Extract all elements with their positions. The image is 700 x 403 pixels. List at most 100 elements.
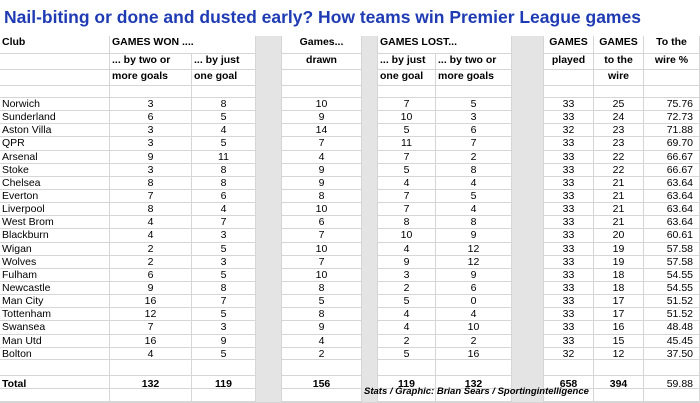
wire-percent: 37.50 bbox=[644, 347, 700, 360]
to-the-wire: 21 bbox=[594, 203, 644, 217]
won-two-goals: 16 bbox=[110, 334, 192, 348]
won-one-goal: 8 bbox=[192, 176, 256, 190]
wire-percent: 57.58 bbox=[644, 242, 700, 256]
lost-two-goals: 8 bbox=[436, 163, 512, 177]
wire-percent: 54.55 bbox=[644, 268, 700, 282]
lost-two-goals: 6 bbox=[436, 281, 512, 296]
won-two-goals: 16 bbox=[110, 295, 192, 309]
stats-table: Club GAMES WON .... Games... GAMES LOST... G… bbox=[0, 36, 700, 403]
lost-two-goals: 4 bbox=[436, 308, 512, 322]
lost-two-goals: 9 bbox=[436, 268, 512, 282]
empty-cell bbox=[544, 401, 594, 403]
total-wire-percent: 59.88 bbox=[644, 375, 700, 389]
won-two-goals: 9 bbox=[110, 150, 192, 164]
header-games-won: GAMES WON .... bbox=[110, 36, 256, 54]
wire-percent: 63.64 bbox=[644, 176, 700, 190]
to-the-wire: 22 bbox=[594, 163, 644, 177]
lost-one-goal: 3 bbox=[378, 268, 436, 282]
wire-percent: 69.70 bbox=[644, 137, 700, 151]
club-name: Swansea bbox=[0, 321, 110, 335]
to-the-wire: 23 bbox=[594, 137, 644, 151]
header-wire-pct-1: To the bbox=[644, 36, 700, 54]
header-lost-two-1: ... by two or bbox=[436, 54, 512, 70]
empty-cell bbox=[644, 70, 700, 86]
won-one-goal: 9 bbox=[192, 334, 256, 348]
wire-percent: 63.64 bbox=[644, 216, 700, 230]
played: 33 bbox=[544, 242, 594, 256]
to-the-wire: 21 bbox=[594, 189, 644, 204]
played: 33 bbox=[544, 176, 594, 190]
lost-two-goals: 12 bbox=[436, 242, 512, 256]
header-won-two-2: more goals bbox=[110, 70, 192, 86]
drawn: 5 bbox=[282, 295, 362, 309]
drawn: 14 bbox=[282, 124, 362, 138]
club-name: Tottenham bbox=[0, 308, 110, 322]
drawn: 8 bbox=[282, 308, 362, 322]
played: 32 bbox=[544, 347, 594, 360]
lost-one-goal: 7 bbox=[378, 98, 436, 112]
won-one-goal: 11 bbox=[192, 150, 256, 164]
header-played-2: played bbox=[544, 54, 594, 70]
credit-line: Stats / Graphic: Brian Sears / Sportingi… bbox=[364, 386, 589, 397]
header-played-1: GAMES bbox=[544, 36, 594, 54]
drawn: 7 bbox=[282, 229, 362, 243]
wire-percent: 66.67 bbox=[644, 150, 700, 164]
won-two-goals: 7 bbox=[110, 321, 192, 335]
drawn: 9 bbox=[282, 321, 362, 335]
won-two-goals: 3 bbox=[110, 163, 192, 177]
lost-one-goal: 4 bbox=[378, 176, 436, 190]
won-two-goals: 8 bbox=[110, 176, 192, 190]
lost-two-goals: 7 bbox=[436, 137, 512, 151]
won-one-goal: 7 bbox=[192, 295, 256, 309]
header-lost-one-2: one goal bbox=[378, 70, 436, 86]
header-won-one-2: one goal bbox=[192, 70, 256, 86]
won-two-goals: 2 bbox=[110, 242, 192, 256]
club-name: Bolton bbox=[0, 347, 110, 360]
played: 33 bbox=[544, 321, 594, 335]
won-two-goals: 6 bbox=[110, 111, 192, 125]
empty-cell bbox=[110, 86, 192, 98]
header-drawn-1: Games... bbox=[282, 36, 362, 54]
drawn: 8 bbox=[282, 281, 362, 296]
lost-one-goal: 4 bbox=[378, 321, 436, 335]
lost-one-goal: 5 bbox=[378, 347, 436, 360]
empty-cell bbox=[436, 86, 512, 98]
club-name: Man City bbox=[0, 295, 110, 309]
lost-one-goal: 4 bbox=[378, 242, 436, 256]
wire-percent: 63.64 bbox=[644, 189, 700, 204]
drawn: 4 bbox=[282, 334, 362, 348]
played: 33 bbox=[544, 163, 594, 177]
club-name: Newcastle bbox=[0, 281, 110, 296]
total-played: 658 bbox=[544, 375, 594, 389]
drawn: 8 bbox=[282, 189, 362, 204]
lost-two-goals: 16 bbox=[436, 347, 512, 360]
header-wire-pct-2: wire % bbox=[644, 54, 700, 70]
empty-cell bbox=[0, 359, 110, 376]
club-name: QPR bbox=[0, 137, 110, 151]
club-name: Chelsea bbox=[0, 176, 110, 190]
lost-two-goals: 9 bbox=[436, 229, 512, 243]
wire-percent: 71.88 bbox=[644, 124, 700, 138]
empty-cell bbox=[282, 70, 362, 86]
lost-one-goal: 5 bbox=[378, 163, 436, 177]
page-title: Nail-biting or done and dusted early? Ho… bbox=[4, 7, 641, 27]
drawn: 9 bbox=[282, 163, 362, 177]
won-two-goals: 2 bbox=[110, 255, 192, 269]
won-two-goals: 4 bbox=[110, 347, 192, 360]
header-won-one-1: ... by just bbox=[192, 54, 256, 70]
club-name: Stoke bbox=[0, 163, 110, 177]
played: 33 bbox=[544, 255, 594, 269]
total-to-the-wire: 394 bbox=[594, 375, 644, 389]
empty-cell bbox=[644, 359, 700, 376]
wire-percent: 51.52 bbox=[644, 308, 700, 322]
lost-one-goal: 7 bbox=[378, 203, 436, 217]
won-two-goals: 9 bbox=[110, 281, 192, 296]
won-one-goal: 5 bbox=[192, 242, 256, 256]
to-the-wire: 15 bbox=[594, 334, 644, 348]
drawn: 2 bbox=[282, 347, 362, 360]
club-name: Blackburn bbox=[0, 229, 110, 243]
club-name: Man Utd bbox=[0, 334, 110, 348]
drawn: 4 bbox=[282, 150, 362, 164]
drawn: 7 bbox=[282, 255, 362, 269]
to-the-wire: 19 bbox=[594, 242, 644, 256]
